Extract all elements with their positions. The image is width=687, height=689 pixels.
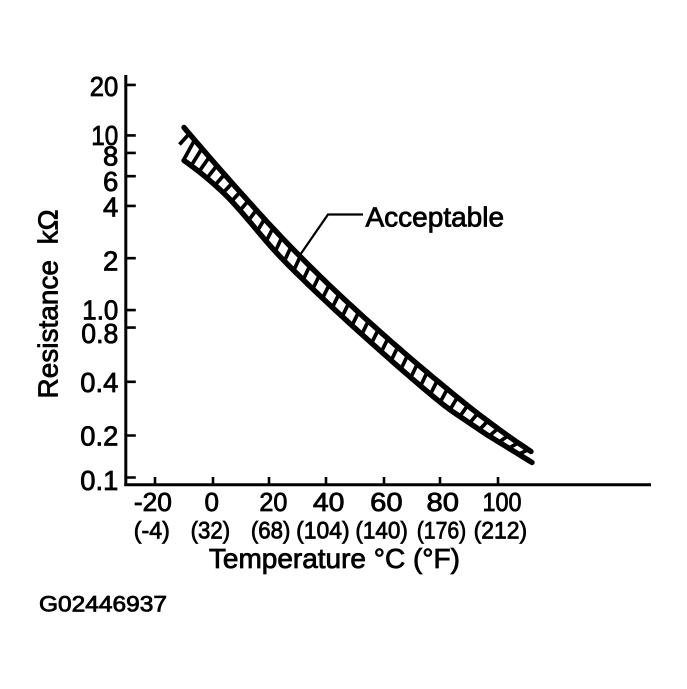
svg-text:(140): (140) xyxy=(355,517,408,544)
svg-text:2: 2 xyxy=(103,246,118,277)
svg-text:0.4: 0.4 xyxy=(80,367,118,398)
svg-text:-20: -20 xyxy=(134,487,172,517)
svg-text:0.2: 0.2 xyxy=(80,420,118,451)
svg-text:(104): (104) xyxy=(296,517,350,544)
svg-text:Temperature °C (°F): Temperature °C (°F) xyxy=(209,543,460,574)
svg-text:Resistance kΩ: Resistance kΩ xyxy=(33,210,64,399)
svg-text:6: 6 xyxy=(103,166,118,197)
svg-text:(176): (176) xyxy=(417,517,467,544)
svg-text:40: 40 xyxy=(313,487,345,517)
svg-text:20: 20 xyxy=(259,487,287,517)
svg-text:8: 8 xyxy=(103,141,118,172)
svg-text:(212): (212) xyxy=(474,517,528,544)
svg-text:(-4): (-4) xyxy=(134,517,170,544)
svg-text:4: 4 xyxy=(103,192,118,223)
svg-text:G02446937: G02446937 xyxy=(39,591,167,616)
svg-text:80: 80 xyxy=(427,487,460,517)
svg-text:0.1: 0.1 xyxy=(80,465,118,496)
svg-text:0.8: 0.8 xyxy=(81,318,118,349)
svg-text:20: 20 xyxy=(90,71,119,102)
svg-text:0: 0 xyxy=(204,487,218,517)
svg-text:1.0: 1.0 xyxy=(82,295,118,326)
svg-text:(32): (32) xyxy=(191,517,231,544)
svg-text:100: 100 xyxy=(483,487,522,517)
svg-text:60: 60 xyxy=(370,487,403,517)
svg-text:Acceptable: Acceptable xyxy=(366,202,505,233)
svg-text:10: 10 xyxy=(91,120,118,151)
svg-text:(68): (68) xyxy=(251,517,291,544)
